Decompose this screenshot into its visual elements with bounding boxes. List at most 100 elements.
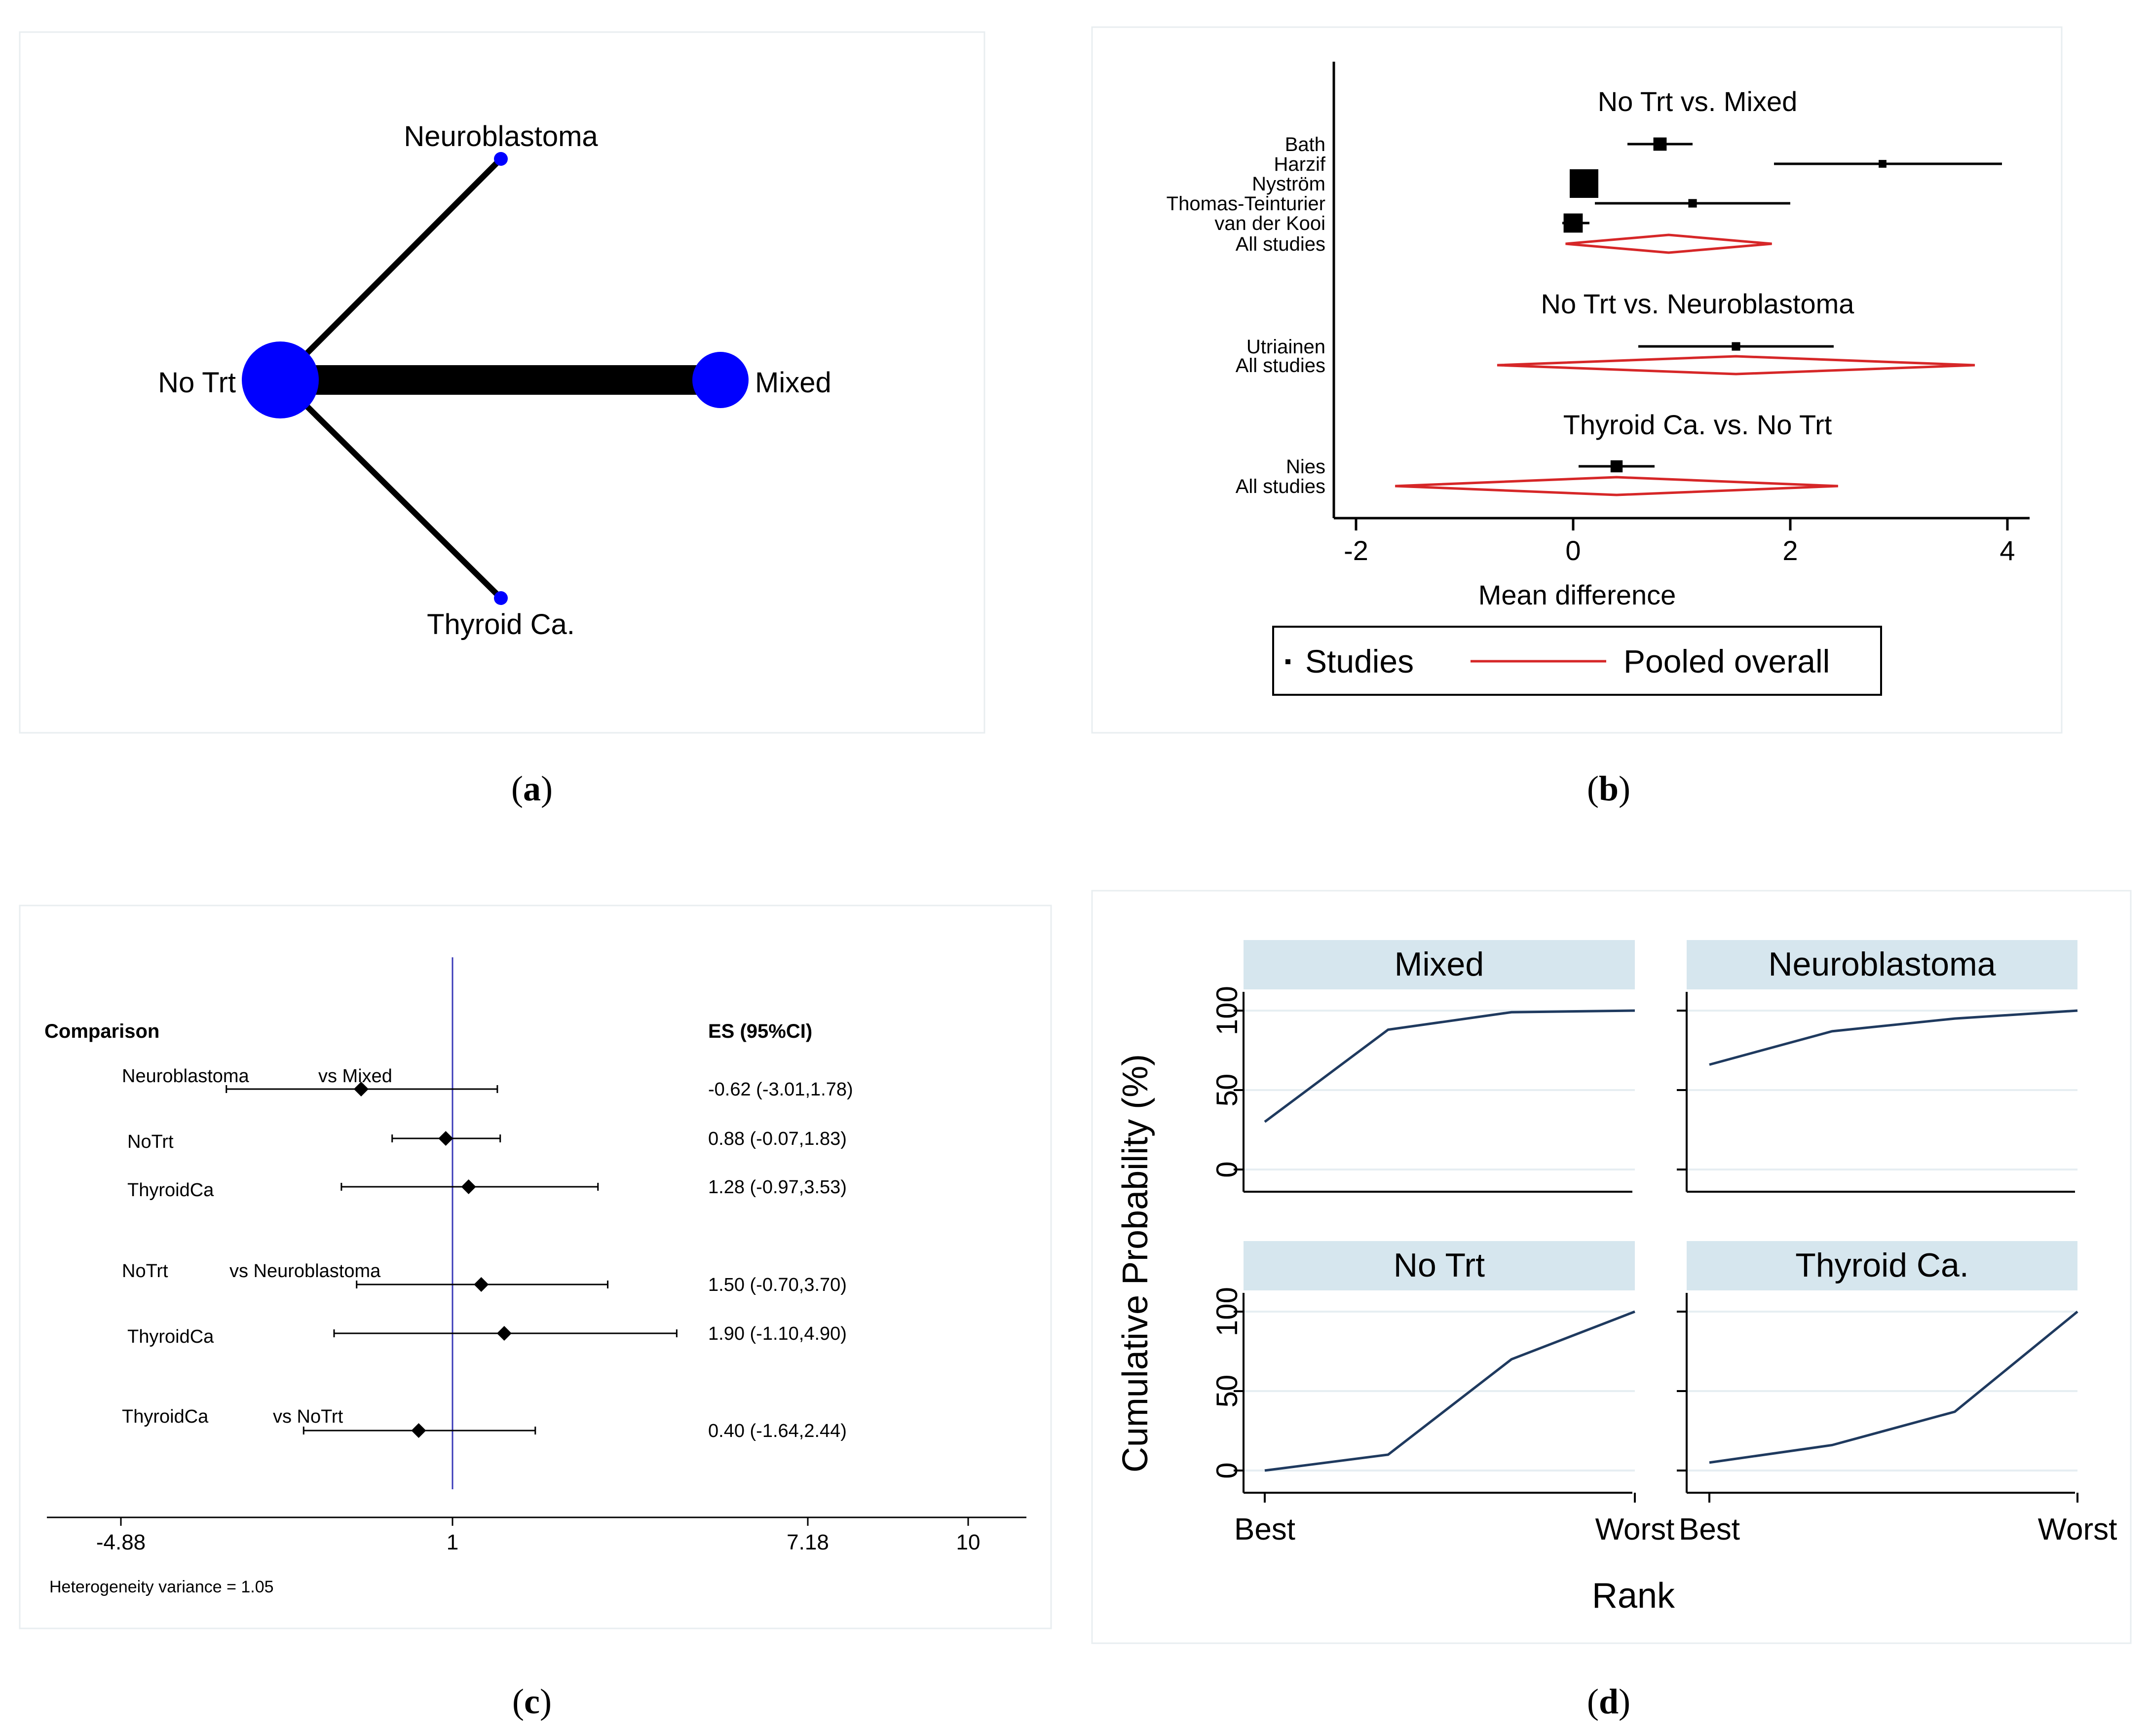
legend-studies-marker	[1285, 659, 1290, 664]
panel-c-caption: (c)	[512, 1682, 552, 1721]
study-marker	[1879, 160, 1887, 168]
panel-a-network: No Trt Mixed Neuroblastoma Thyroid Ca.	[19, 31, 985, 734]
panel-c-header-comparison: Comparison	[44, 1020, 159, 1042]
cumulative-rank-line	[1264, 1310, 1635, 1472]
es-value: 0.40 (-1.64,2.44)	[708, 1421, 847, 1441]
x-tick-label: -2	[1344, 535, 1368, 566]
y-tick-label: 100	[1210, 986, 1244, 1035]
study-marker	[1653, 137, 1667, 151]
pooled-diamond	[1395, 476, 1838, 496]
study-marker	[1563, 213, 1583, 233]
panel-b-xlabel: Mean difference	[1478, 579, 1676, 610]
comparison-reference: vs NoTrt	[273, 1406, 343, 1427]
panel-d-caption: (d)	[1587, 1682, 1630, 1721]
y-tick-label: 100	[1210, 1287, 1244, 1336]
group-title: No Trt vs. Mixed	[1598, 86, 1798, 117]
es-marker	[353, 1082, 369, 1096]
x-tick-label: 2	[1782, 535, 1798, 566]
panel-d-xlabel: Rank	[1592, 1576, 1675, 1616]
x-tick-label: Worst	[2038, 1512, 2117, 1547]
facet-title: No Trt	[1394, 1246, 1485, 1284]
pooled-label: All studies	[1236, 355, 1325, 377]
network-edge	[278, 377, 503, 601]
panel-a-caption: (a)	[511, 769, 553, 808]
study-marker	[1610, 460, 1623, 473]
x-tick-label: 0	[1565, 535, 1581, 566]
x-tick-label: -4.88	[96, 1530, 146, 1554]
cumulative-rank-line	[1264, 1009, 1635, 1123]
y-tick-label: 50	[1210, 1375, 1244, 1408]
group-title: No Trt vs. Neuroblastoma	[1541, 288, 1855, 319]
es-marker	[461, 1179, 476, 1194]
es-value: -0.62 (-3.01,1.78)	[708, 1079, 853, 1100]
pooled-label: All studies	[1236, 476, 1325, 497]
pooled-diamond	[1565, 233, 1772, 254]
network-node	[692, 352, 749, 408]
panel-c-marks: -4.88 1 7.18 10 Neuroblastoma vs Mixed -0.62 (…	[96, 957, 981, 1554]
study-label: Nyström	[1252, 173, 1325, 195]
network-node-label: No Trt	[158, 367, 236, 399]
pooled-diamond	[1497, 355, 1975, 376]
x-tick-label: 10	[956, 1530, 981, 1554]
network-node-label: Thyroid Ca.	[427, 608, 575, 641]
panel-c-forest: Comparison ES (95%CI) -4.88 1 7.18 10 Neurob…	[19, 905, 1052, 1629]
comparison-treatment: ThyroidCa	[127, 1180, 214, 1201]
facet-title: Neuroblastoma	[1768, 945, 1996, 983]
group-title: Thyroid Ca. vs. No Trt	[1563, 409, 1832, 440]
panel-d-facets: Mixed 0 50 100 Neuroblastoma No Trt 0 50 100 Best…	[1210, 940, 2117, 1547]
legend-studies-label: Studies	[1305, 643, 1414, 679]
facet-title: Mixed	[1395, 945, 1484, 983]
comparison-treatment: ThyroidCa	[122, 1406, 209, 1427]
study-label: Utriainen	[1246, 336, 1325, 358]
es-value: 1.90 (-1.10,4.90)	[708, 1323, 847, 1344]
facet-strip	[1244, 1241, 1635, 1290]
es-value: 0.88 (-0.07,1.83)	[708, 1129, 847, 1149]
panel-d-ylabel: Cumulative Probability (%)	[1116, 1054, 1155, 1472]
panel-d-rankogram: Mixed 0 50 100 Neuroblastoma No Trt 0 50 100 Best…	[1091, 890, 2132, 1644]
network-node	[494, 591, 508, 605]
facet-strip	[1244, 940, 1635, 989]
facet-title: Thyroid Ca.	[1795, 1246, 1968, 1284]
comparison-treatment: NoTrt	[122, 1261, 168, 1282]
es-marker	[438, 1131, 453, 1146]
comparison-treatment: NoTrt	[127, 1132, 174, 1152]
x-tick-label: 4	[2000, 535, 2015, 566]
study-marker	[1570, 169, 1598, 198]
comparison-treatment: Neuroblastoma	[122, 1066, 250, 1087]
panel-c-header-es: ES (95%CI)	[708, 1020, 812, 1042]
network-labels: No Trt Mixed Neuroblastoma Thyroid Ca.	[158, 120, 831, 641]
network-node	[242, 341, 319, 418]
panel-b-legend: Studies Pooled overall	[1272, 626, 1882, 696]
y-tick-label: 50	[1210, 1074, 1244, 1107]
network-nodes	[242, 152, 749, 605]
x-tick-label: Best	[1679, 1512, 1740, 1547]
panel-c-footer: Heterogeneity variance = 1.05	[49, 1578, 274, 1596]
network-node-label: Mixed	[755, 367, 831, 399]
panel-c-frame	[19, 905, 1052, 1629]
panel-b-marks: -2 0 2 4No Trt vs. MixedBathHarzifNyströmTh…	[1167, 86, 2015, 566]
study-marker	[1688, 199, 1697, 208]
facet-strip	[1687, 940, 2077, 989]
study-label: Nies	[1286, 456, 1325, 478]
es-value: 1.28 (-0.97,3.53)	[708, 1177, 847, 1198]
panel-b-caption: (b)	[1587, 769, 1630, 808]
network-edge	[278, 156, 503, 382]
cumulative-rank-line	[1709, 1311, 2078, 1464]
x-tick-label: 7.18	[787, 1530, 829, 1554]
legend-pooled-label: Pooled overall	[1623, 643, 1830, 679]
es-value: 1.50 (-0.70,3.70)	[708, 1275, 847, 1295]
panel-b-frame	[1091, 26, 2063, 734]
x-tick-label: Best	[1234, 1512, 1295, 1547]
es-marker	[496, 1326, 512, 1341]
es-marker	[411, 1423, 426, 1438]
pooled-label: All studies	[1236, 233, 1325, 255]
cumulative-rank-line	[1709, 1009, 2078, 1066]
comparison-reference: vs Mixed	[318, 1066, 392, 1087]
panel-b-forest: -2 0 2 4No Trt vs. MixedBathHarzifNyströmTh…	[1091, 26, 2063, 734]
facet-strip	[1687, 1241, 2077, 1290]
network-node-label: Neuroblastoma	[404, 120, 598, 152]
study-label: Harzif	[1274, 153, 1326, 175]
es-marker	[474, 1277, 489, 1292]
x-tick-label: 1	[447, 1530, 458, 1554]
